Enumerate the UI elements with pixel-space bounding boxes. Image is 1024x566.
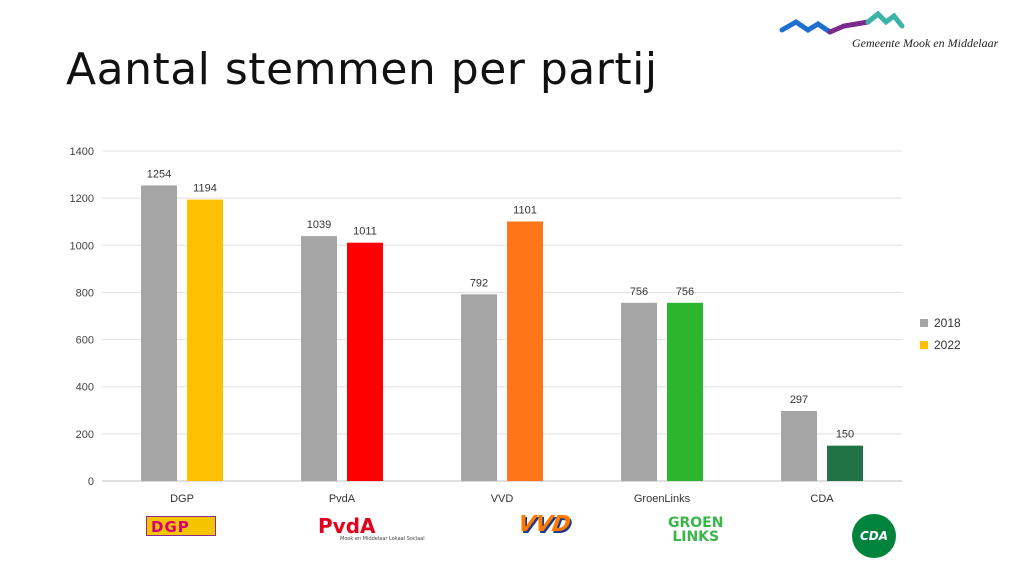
groenlinks-logo-line1: GROEN (668, 515, 724, 531)
data-label: 1101 (513, 204, 537, 216)
y-tick-label: 1000 (70, 240, 94, 252)
data-label: 1194 (193, 183, 217, 195)
y-tick-label: 1200 (70, 193, 94, 205)
x-tick-label: CDA (810, 493, 834, 505)
groenlinks-logo: GROEN LINKS (668, 516, 723, 544)
legend-swatch-2018 (920, 319, 928, 327)
data-label: 150 (836, 429, 854, 441)
x-tick-label: GroenLinks (634, 493, 691, 505)
y-tick-label: 200 (76, 429, 94, 441)
groenlinks-logo-line2: LINKS (672, 529, 720, 545)
bar-2018-cda (781, 410, 817, 481)
data-label: 1254 (147, 168, 171, 180)
bar-2022-dgp (187, 199, 223, 482)
data-label: 756 (676, 286, 694, 298)
data-label: 1011 (353, 226, 377, 238)
legend-item-2018: 2018 (920, 312, 961, 334)
legend-label-2022: 2022 (934, 338, 961, 352)
municipality-logo (779, 10, 905, 35)
bar-2018-groenlinks (621, 302, 657, 481)
vvd-logo: VVD (515, 512, 573, 537)
data-label: 1039 (307, 219, 331, 231)
data-label: 756 (630, 286, 648, 298)
page-title: Aantal stemmen per partij (66, 44, 658, 95)
legend-swatch-2022 (920, 341, 928, 349)
data-label: 297 (790, 394, 808, 406)
legend-item-2022: 2022 (920, 334, 961, 356)
y-tick-label: 600 (76, 335, 94, 347)
y-tick-label: 400 (76, 382, 94, 394)
cda-logo: CDA (852, 514, 896, 558)
bar-2022-pvda (347, 242, 383, 481)
bar-2018-dgp (141, 185, 177, 481)
pvda-logo: PvdA Mook en Middelaar Lokaal Sociaal (318, 516, 425, 542)
data-label: 792 (470, 277, 488, 289)
x-tick-label: PvdA (329, 493, 356, 505)
y-tick-label: 0 (88, 476, 94, 488)
y-tick-label: 1400 (70, 146, 94, 158)
bar-2022-groenlinks (667, 302, 703, 481)
x-tick-label: VVD (491, 493, 514, 505)
bar-2018-vvd (461, 294, 497, 481)
y-tick-label: 800 (76, 287, 94, 299)
legend-label-2018: 2018 (934, 316, 961, 330)
chart-legend: 2018 2022 (920, 312, 961, 356)
dgp-logo: DGP (146, 516, 216, 536)
municipality-name: Gemeente Mook en Middelaar (852, 36, 999, 50)
pvda-logo-subtext: Mook en Middelaar Lokaal Sociaal (340, 536, 425, 542)
bar-2018-pvda (301, 236, 337, 481)
bar-2022-vvd (507, 221, 543, 481)
bar-2022-cda (827, 445, 863, 481)
pvda-logo-text: PvdA (318, 514, 376, 538)
x-tick-label: DGP (170, 493, 194, 505)
